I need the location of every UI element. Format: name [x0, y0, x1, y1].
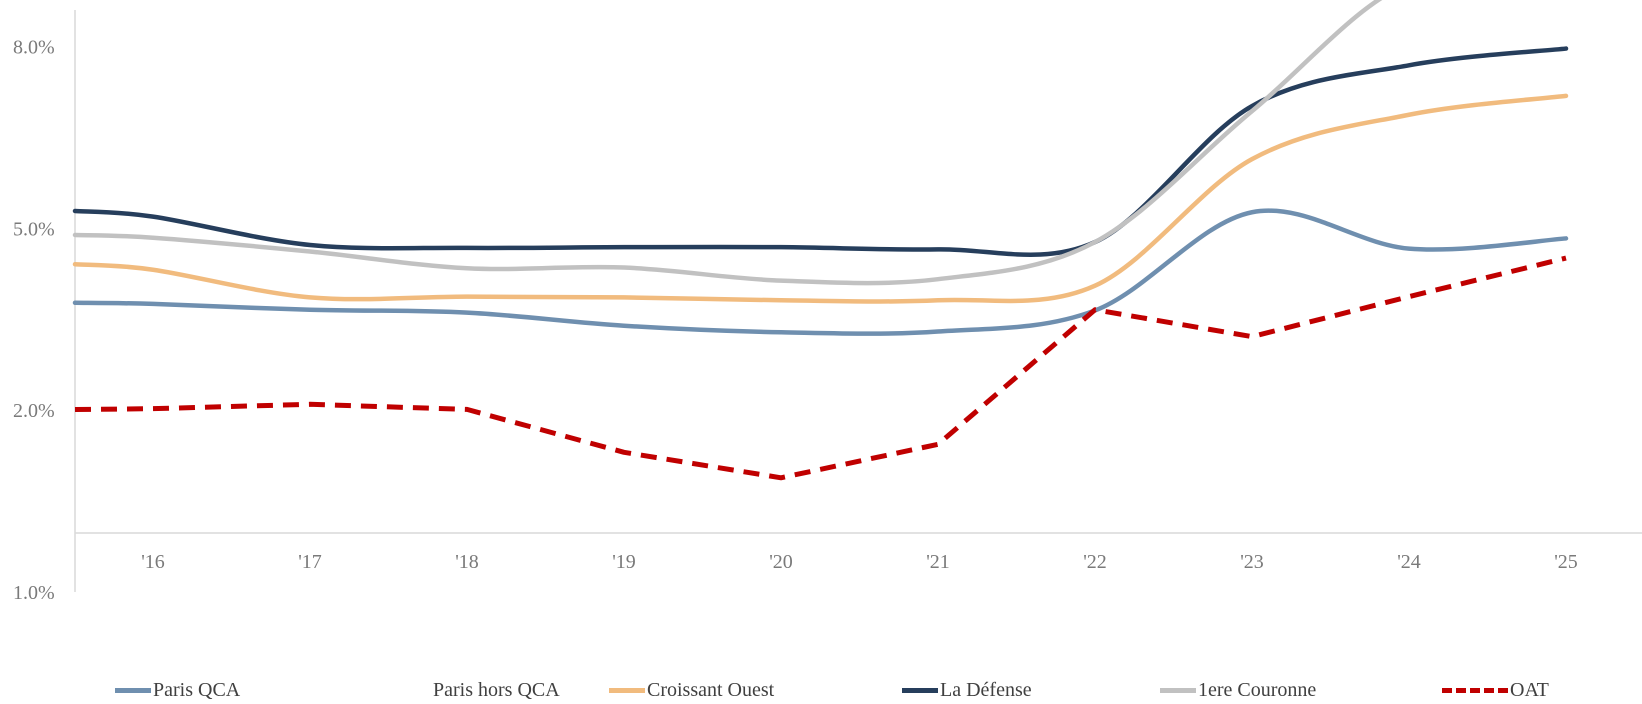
x-tick-label: '18	[455, 551, 479, 573]
y-tick-label: 2.0%	[13, 400, 55, 422]
y-tick-label: 5.0%	[13, 218, 55, 240]
legend-item-paris-qca: Paris QCA	[115, 676, 240, 704]
legend-label: Croissant Ouest	[647, 678, 775, 701]
x-tick-label: '21	[926, 551, 950, 573]
x-tick-label: '17	[298, 551, 322, 573]
legend-swatch	[609, 687, 645, 693]
x-tick-label: '19	[612, 551, 636, 573]
x-tick-label: '23	[1240, 551, 1264, 573]
series-lines	[72, 0, 1569, 481]
tick-labels: 1.0% 2.0% 5.0% 8.0% '16 '17 '18 '19 '20 '21 '22 '23…	[13, 36, 1578, 604]
y-tick-label: 1.0%	[13, 582, 55, 604]
legend-swatch	[1160, 687, 1196, 693]
series-line-paris-qca	[72, 208, 1569, 336]
legend-label: La Défense	[940, 678, 1032, 701]
legend-item-croissant-ouest: Croissant Ouest	[609, 676, 774, 704]
legend-swatch	[395, 687, 431, 693]
legend-swatch	[902, 687, 938, 693]
x-tick-label: '20	[769, 551, 793, 573]
legend-label: 1ere Couronne	[1198, 678, 1317, 701]
legend-item-la-defense: La Défense	[902, 676, 1032, 704]
x-tick-label: '22	[1083, 551, 1107, 573]
legend-swatch	[1442, 687, 1508, 693]
legend-label: Paris hors QCA	[433, 678, 560, 701]
x-tick-label: '24	[1397, 551, 1421, 573]
y-tick-label: 8.0%	[13, 36, 55, 58]
x-tick-label: '16	[141, 551, 165, 573]
line-chart: 1.0% 2.0% 5.0% 8.0% '16 '17 '18 '19 '20 '21 '22 '23…	[13, 0, 1642, 604]
legend-item-1ere-couronne: 1ere Couronne	[1160, 676, 1316, 704]
series-line-oat	[74, 255, 1567, 481]
x-tick-label: '25	[1554, 551, 1578, 573]
series-line-croissant-ouest	[72, 93, 1569, 304]
legend-item-oat: OAT	[1442, 676, 1549, 704]
legend: Paris QCA Paris hors QCA Croissant Ouest La…	[0, 676, 1642, 704]
series-line-la-defense	[72, 46, 1569, 257]
legend-label: OAT	[1510, 678, 1549, 701]
series-line-1ere-couronne	[72, 0, 1383, 286]
legend-label: Paris QCA	[153, 678, 241, 701]
legend-swatch	[115, 687, 151, 693]
legend-item-paris-hors-qca: Paris hors QCA	[395, 676, 560, 704]
